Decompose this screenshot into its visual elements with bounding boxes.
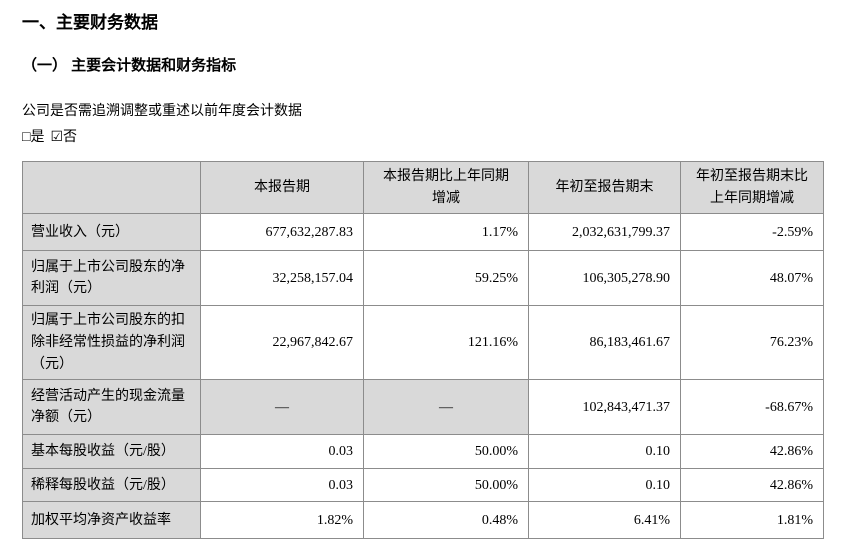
- restatement-answer: □是 ☑否: [22, 126, 83, 146]
- cell-value: 1.82%: [200, 501, 364, 540]
- cell-value: 0.48%: [363, 501, 529, 540]
- table-row: 营业收入（元） 677,632,287.83 1.17% 2,032,631,7…: [22, 213, 824, 252]
- cell-empty-dash: —: [363, 379, 529, 436]
- subsection-title: （一） 主要会计数据和财务指标: [22, 57, 237, 74]
- cell-value: 59.25%: [363, 250, 529, 307]
- table-header-row: 本报告期 本报告期比上年同期增减 年初至报告期末 年初至报告期末比上年同期增减: [22, 160, 824, 215]
- restatement-question: 公司是否需追溯调整或重述以前年度会计数据: [22, 104, 302, 119]
- cell-value: -2.59%: [680, 213, 824, 252]
- option-no-label: 否: [63, 130, 78, 145]
- option-no: ☑否: [50, 130, 77, 145]
- header-current-period: 本报告期: [200, 160, 364, 215]
- cell-value: 6.41%: [528, 501, 681, 540]
- table-row: 加权平均净资产收益率 1.82% 0.48% 6.41% 1.81%: [22, 501, 824, 540]
- cell-value: 42.86%: [680, 468, 824, 503]
- cell-value: 0.10: [528, 468, 681, 503]
- cell-value: 22,967,842.67: [200, 305, 364, 381]
- checkbox-unchecked-icon: □: [22, 130, 31, 145]
- cell-value: -68.67%: [680, 379, 824, 436]
- header-year-to-date: 年初至报告期末: [528, 160, 681, 215]
- cell-value: 48.07%: [680, 250, 824, 307]
- header-current-period-yoy: 本报告期比上年同期增减: [363, 160, 529, 215]
- header-empty-cell: [22, 160, 201, 215]
- option-yes-label: 是: [30, 130, 45, 145]
- cell-value: 0.10: [528, 434, 681, 470]
- table-row: 基本每股收益（元/股） 0.03 50.00% 0.10 42.86%: [22, 434, 824, 470]
- cell-empty-dash: —: [200, 379, 364, 436]
- row-label: 归属于上市公司股东的扣除非经常性损益的净利润（元）: [22, 305, 201, 381]
- cell-value: 121.16%: [363, 305, 529, 381]
- checkbox-checked-icon: ☑: [50, 130, 64, 145]
- cell-value: 0.03: [200, 434, 364, 470]
- table-row: 经营活动产生的现金流量净额（元） — — 102,843,471.37 -68.…: [22, 379, 824, 436]
- cell-value: 86,183,461.67: [528, 305, 681, 381]
- cell-value: 32,258,157.04: [200, 250, 364, 307]
- row-label: 经营活动产生的现金流量净额（元）: [22, 379, 201, 436]
- cell-value: 0.03: [200, 468, 364, 503]
- cell-value: 1.81%: [680, 501, 824, 540]
- cell-value: 677,632,287.83: [200, 213, 364, 252]
- cell-value: 50.00%: [363, 468, 529, 503]
- row-label: 加权平均净资产收益率: [22, 501, 201, 540]
- cell-value: 1.17%: [363, 213, 529, 252]
- table-row: 稀释每股收益（元/股） 0.03 50.00% 0.10 42.86%: [22, 468, 824, 503]
- cell-value: 106,305,278.90: [528, 250, 681, 307]
- table-row: 归属于上市公司股东的扣除非经常性损益的净利润（元） 22,967,842.67 …: [22, 305, 824, 381]
- row-label: 归属于上市公司股东的净利润（元）: [22, 250, 201, 307]
- cell-value: 50.00%: [363, 434, 529, 470]
- cell-value: 76.23%: [680, 305, 824, 381]
- row-label: 稀释每股收益（元/股）: [22, 468, 201, 503]
- cell-value: 102,843,471.37: [528, 379, 681, 436]
- row-label: 基本每股收益（元/股）: [22, 434, 201, 470]
- cell-value: 42.86%: [680, 434, 824, 470]
- header-year-to-date-yoy: 年初至报告期末比上年同期增减: [680, 160, 824, 215]
- table-row: 归属于上市公司股东的净利润（元） 32,258,157.04 59.25% 10…: [22, 250, 824, 307]
- section-title: 一、主要财务数据: [22, 13, 158, 32]
- key-financial-data-table: 本报告期 本报告期比上年同期增减 年初至报告期末 年初至报告期末比上年同期增减 …: [22, 160, 824, 540]
- cell-value: 2,032,631,799.37: [528, 213, 681, 252]
- option-yes: □是: [22, 130, 44, 145]
- row-label: 营业收入（元）: [22, 213, 201, 252]
